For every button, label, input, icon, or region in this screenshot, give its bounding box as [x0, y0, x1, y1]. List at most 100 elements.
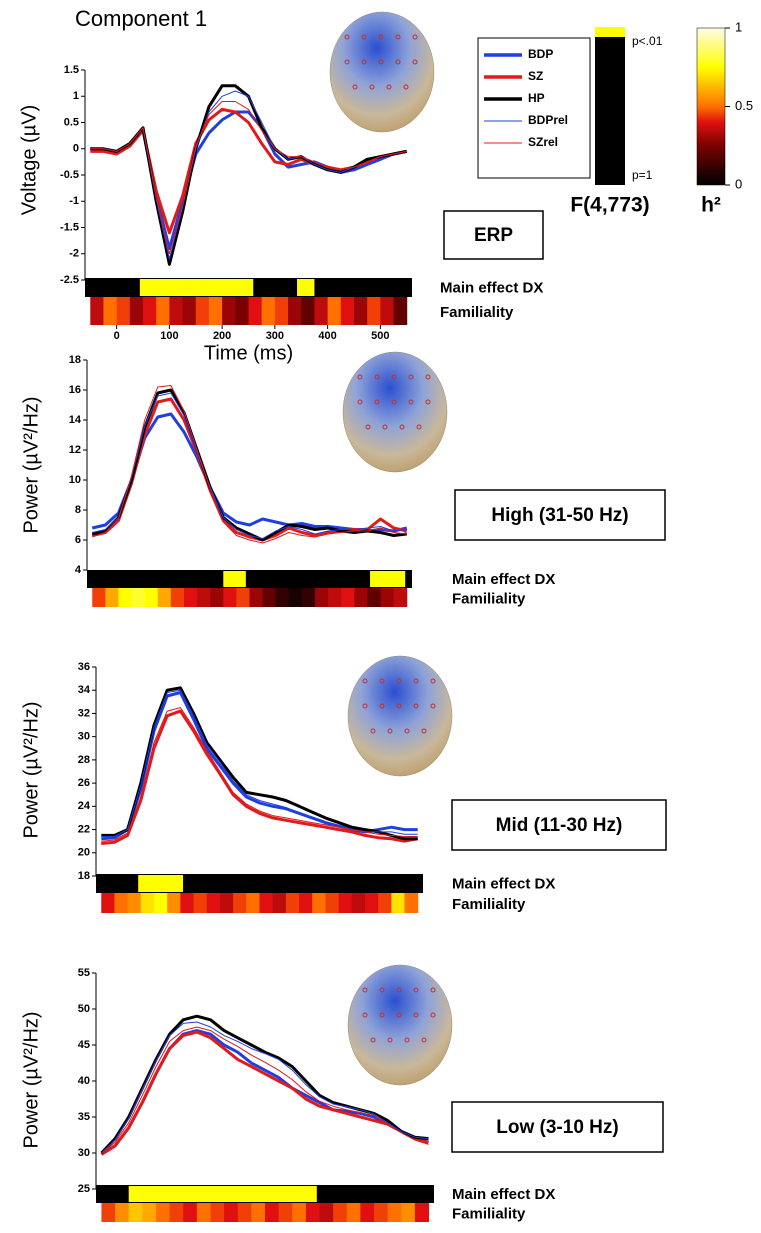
familiality-cell [208, 297, 223, 325]
y-tick-label: 8 [75, 504, 81, 516]
dx-strip [87, 570, 412, 588]
electrode [352, 84, 358, 90]
colorbar-label: F(4,773) [570, 194, 649, 217]
electrode [365, 424, 371, 430]
electrode [412, 34, 418, 40]
familiality-cell [251, 1203, 266, 1222]
y-tick-label: 50 [78, 1003, 90, 1015]
x-tick-label: 300 [266, 330, 284, 342]
band-label: High (31-50 Hz) [491, 505, 628, 526]
familiality-cell [328, 588, 342, 607]
electrode [362, 1012, 368, 1018]
familiality-cell [105, 588, 119, 607]
y-tick-label: 18 [69, 354, 81, 366]
head-topography [347, 655, 453, 777]
familiality-cell [127, 893, 142, 913]
y-axis-label: Power (µV²/Hz) [20, 701, 42, 838]
familiality-cell [262, 588, 277, 607]
familiality-cell [118, 588, 133, 607]
electrode [379, 703, 385, 709]
familiality-cell [154, 893, 168, 913]
familiality-cell [101, 893, 115, 913]
familiality-cell [265, 1203, 280, 1222]
electrode [425, 374, 431, 380]
y-tick-label: -2 [69, 248, 79, 260]
familiality-cell [261, 297, 276, 325]
head-topography [329, 11, 435, 133]
y-tick-label: 24 [78, 800, 91, 812]
series-line [101, 707, 418, 842]
legend-label: SZ [528, 69, 543, 83]
x-tick-label: 500 [371, 330, 389, 342]
familiality-cell [367, 297, 381, 325]
electrode [361, 59, 367, 65]
electrode [396, 987, 402, 993]
familiality-cell [380, 588, 395, 607]
familiality-cell [404, 893, 419, 913]
series-line [100, 1030, 429, 1156]
electrode [391, 399, 397, 405]
familiality-cell [274, 297, 289, 325]
electrode [430, 703, 436, 709]
x-tick-label: 400 [318, 330, 336, 342]
y-tick-label: 4 [75, 564, 82, 576]
familiality-cell [103, 297, 118, 325]
familiality-cell [333, 1203, 348, 1222]
band-label: Mid (11-30 Hz) [496, 815, 623, 836]
y-tick-label: 1.5 [64, 64, 79, 76]
familiality-cell [182, 297, 197, 325]
y-tick-label: 30 [78, 731, 90, 743]
familiality-cell [305, 1203, 321, 1222]
dx-significant [138, 875, 184, 892]
dx-label: Main effect DX [440, 279, 543, 296]
familiality-cell [387, 1203, 402, 1222]
band-box [443, 210, 544, 260]
dx-significant [370, 571, 406, 587]
y-tick-label: -1 [69, 195, 79, 207]
electrode [369, 84, 375, 90]
familiality-cell [340, 297, 355, 325]
title: Component 1 [75, 6, 207, 31]
familiality-cell [288, 297, 302, 325]
electrode [370, 728, 376, 734]
familiality-cell [353, 297, 368, 325]
electrode [387, 728, 393, 734]
familiality-cell [341, 588, 355, 607]
y-tick-label: 25 [78, 1183, 90, 1195]
familiality-cell [288, 588, 303, 607]
y-tick-label: 6 [75, 534, 81, 546]
h2-tick-label: 1 [735, 19, 742, 34]
legend-label: SZrel [528, 135, 558, 149]
h2-tick-label: 0.5 [735, 98, 753, 113]
y-tick-label: 45 [78, 1039, 90, 1051]
electrode [344, 59, 350, 65]
electrode [404, 1037, 410, 1043]
familiality-cell [314, 297, 329, 325]
electrode [362, 678, 368, 684]
colorbar-top-label: p<.01 [632, 34, 663, 48]
familiality-cell [167, 893, 181, 913]
electrode [379, 678, 385, 684]
x-tick-label: 0 [114, 330, 120, 342]
band-label: ERP [474, 225, 513, 246]
familiality-cell [180, 893, 195, 913]
familiality-cell [131, 588, 146, 607]
familiality-cell [272, 893, 287, 913]
familiality-cell [278, 1203, 293, 1222]
electrode [416, 424, 422, 430]
electrode [391, 374, 397, 380]
dx-significant [223, 571, 246, 587]
electrode [430, 987, 436, 993]
familiality-label: Familiality [440, 304, 514, 321]
familiality-cell [156, 297, 170, 325]
familiality-cell [210, 1203, 225, 1222]
dx-significant [139, 279, 254, 296]
y-tick-label: 10 [69, 474, 81, 486]
electrode [412, 59, 418, 65]
band-box [454, 489, 666, 541]
electrode [357, 374, 363, 380]
band-box [451, 799, 667, 851]
familiality-label: Familiality [452, 896, 526, 913]
familiality-cell [129, 297, 144, 325]
y-tick-label: 40 [78, 1075, 90, 1087]
